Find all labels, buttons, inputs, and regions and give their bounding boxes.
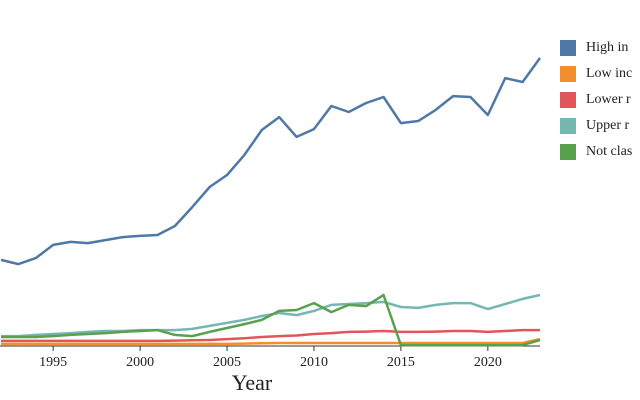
x-tick-label: 2020: [474, 355, 502, 370]
x-tick-label: 2000: [126, 355, 154, 370]
series-line: [1, 328, 540, 343]
legend-swatch: [560, 144, 576, 160]
series-line: [1, 293, 541, 347]
x-axis-title: Year: [232, 370, 273, 395]
legend-swatch: [560, 118, 576, 134]
x-tick-label: 1995: [39, 355, 67, 370]
legend-swatch: [560, 66, 576, 82]
legend-label: High in: [586, 40, 628, 55]
legend-label: Not clas: [586, 144, 632, 159]
legend-label: Upper r: [586, 118, 629, 133]
legend-swatch: [560, 92, 576, 108]
x-tick-label: 2010: [300, 355, 328, 370]
legend-swatch: [560, 40, 576, 56]
legend-label: Lower r: [586, 92, 631, 107]
x-tick-label: 2015: [387, 355, 415, 370]
x-tick-label: 2005: [213, 355, 241, 370]
series-line: [1, 337, 541, 346]
legend-label: Low inc: [586, 66, 632, 81]
series-line: [0, 57, 542, 266]
